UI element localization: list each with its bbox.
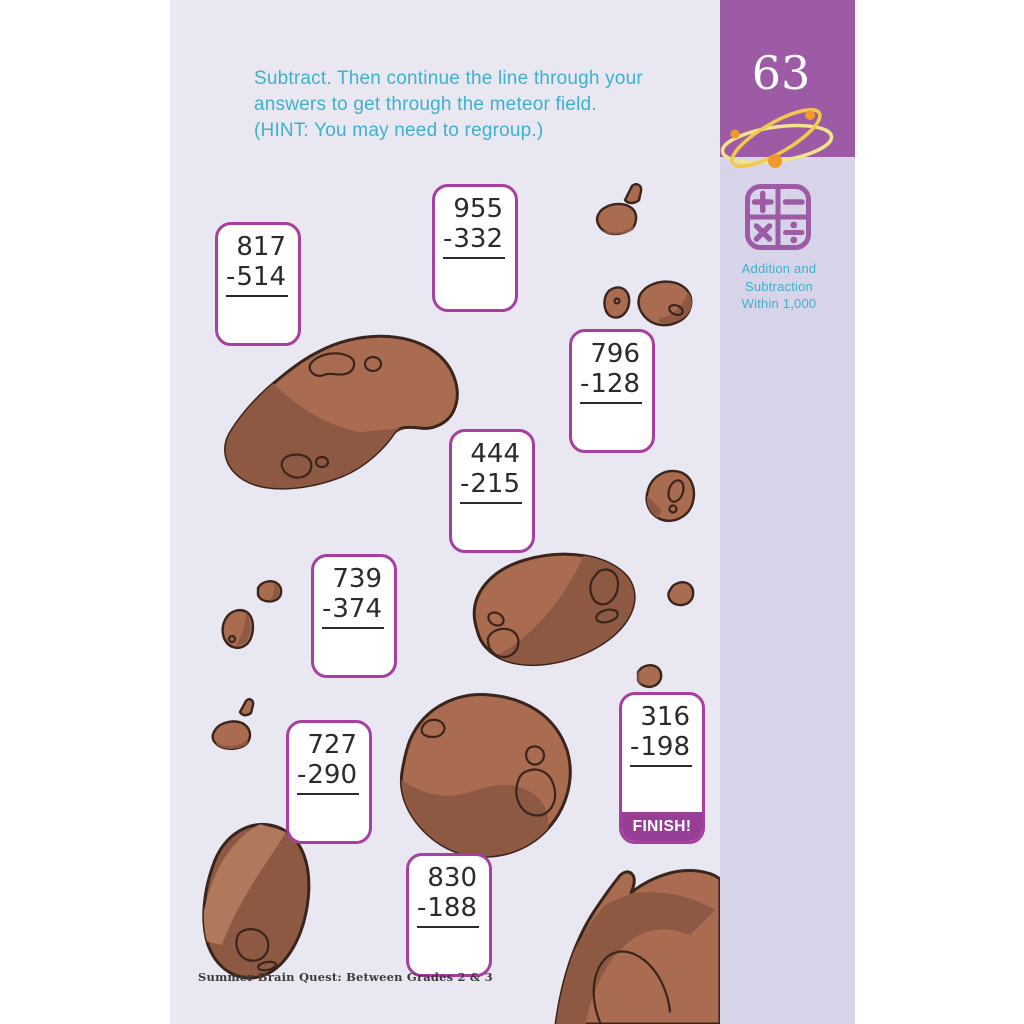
answer-space[interactable] <box>314 629 394 667</box>
subtraction-problem-card-finish: 316 -198 FINISH! <box>619 692 705 844</box>
answer-line <box>460 502 522 504</box>
minus-operator: - <box>297 760 307 790</box>
subtraction-problem-card-7: 830 -188 <box>406 853 492 977</box>
small-meteor <box>595 183 643 236</box>
subtraction-problem-card-6: 727 -290 <box>286 720 372 844</box>
skill-line-1: Addition and <box>741 261 817 276</box>
subtrahend: 514 <box>236 262 286 292</box>
small-meteor <box>636 664 663 688</box>
meteor <box>554 869 720 1024</box>
minuend: 830 <box>427 863 477 893</box>
subtraction-problem-card-2: 955 -332 <box>432 184 518 312</box>
skill-label: Addition and Subtraction Within 1,000 <box>720 260 838 313</box>
answer-space[interactable] <box>435 259 515 297</box>
meteor <box>202 823 311 980</box>
instructions-line-3: (HINT: You may need to regroup.) <box>254 120 544 141</box>
answer-line <box>580 402 642 404</box>
worksheet-page: Subtract. Then continue the line through… <box>170 0 720 1024</box>
small-meteor <box>211 697 255 750</box>
answer-line <box>297 793 359 795</box>
subtraction-problem-card-3: 796 -128 <box>569 329 655 453</box>
instructions-line-1: Subtract. Then continue the line through… <box>254 68 643 89</box>
minuend: 817 <box>236 232 286 262</box>
instructions-line-2: answers to get through the meteor field. <box>254 94 597 115</box>
answer-line <box>417 926 479 928</box>
meteor <box>224 334 459 490</box>
minuend: 316 <box>640 702 690 732</box>
answer-space[interactable] <box>452 504 532 542</box>
minus-operator: - <box>443 224 453 254</box>
math-operations-icon <box>745 184 811 250</box>
small-meteor <box>645 469 696 522</box>
page-number-block <box>720 0 855 157</box>
subtrahend: 290 <box>307 760 357 790</box>
subtraction-problem-card-4: 444 -215 <box>449 429 535 553</box>
page-number: 63 <box>751 46 811 100</box>
subtrahend: 374 <box>332 594 382 624</box>
minus-operator: - <box>630 732 640 762</box>
subtrahend: 198 <box>640 732 690 762</box>
minus-operator: - <box>460 469 470 499</box>
atom-icon <box>720 108 834 168</box>
minuend: 955 <box>453 194 503 224</box>
meteor <box>472 552 636 667</box>
minus-operator: - <box>417 893 427 923</box>
answer-space[interactable] <box>218 297 298 335</box>
skill-line-2: Subtraction <box>745 278 813 294</box>
minuend: 727 <box>307 730 357 760</box>
subtraction-problem-card-1: 817 -514 <box>215 222 301 346</box>
sidebar: 63 Addition and Subtraction Within 1,000 <box>720 0 855 1024</box>
subtrahend: 332 <box>453 224 503 254</box>
minuend: 444 <box>470 439 520 469</box>
answer-line <box>322 627 384 629</box>
meteor-field-illustration <box>202 183 720 1024</box>
subtrahend: 188 <box>427 893 477 923</box>
subtraction-problem-card-5: 739 -374 <box>311 554 397 678</box>
answer-space[interactable] <box>409 928 489 966</box>
finish-banner: FINISH! <box>622 812 702 841</box>
subtrahend: 128 <box>590 369 640 399</box>
instructions-text: Subtract. Then continue the line through… <box>254 66 702 144</box>
meteor <box>399 693 572 858</box>
answer-line <box>226 295 288 297</box>
small-meteor <box>221 580 283 650</box>
answer-space[interactable] <box>289 795 369 833</box>
answer-line <box>630 765 692 767</box>
minus-operator: - <box>580 369 590 399</box>
minuend: 796 <box>590 339 640 369</box>
minus-operator: - <box>322 594 332 624</box>
minus-operator: - <box>226 262 236 292</box>
answer-space[interactable] <box>572 404 652 442</box>
skill-line-3: Within 1,000 <box>741 296 817 311</box>
small-meteor <box>603 280 693 327</box>
answer-space[interactable] <box>622 767 702 805</box>
minuend: 739 <box>332 564 382 594</box>
footer-credit: Summer Brain Quest: Between Grades 2 & 3 <box>198 970 493 984</box>
small-meteor <box>667 581 695 607</box>
answer-line <box>443 257 505 259</box>
subtrahend: 215 <box>470 469 520 499</box>
